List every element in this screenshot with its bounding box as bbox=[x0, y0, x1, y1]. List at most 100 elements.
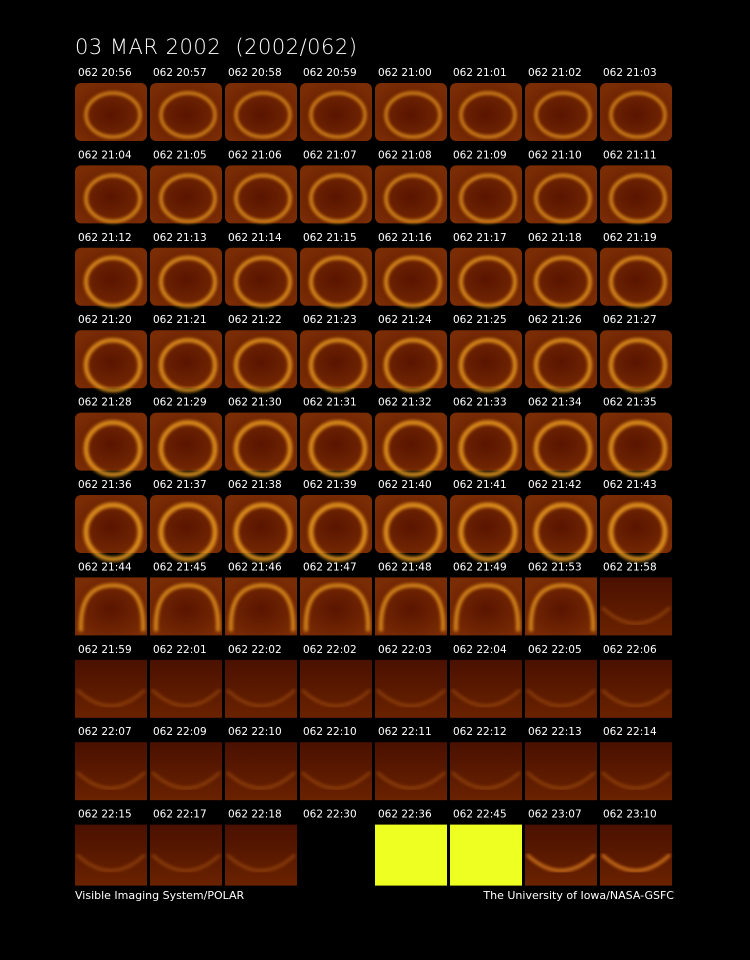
oval bbox=[75, 771, 147, 790]
aurora-image bbox=[225, 330, 297, 393]
timestamp: 062 21:16 bbox=[378, 232, 432, 244]
timestamp: 062 21:30 bbox=[228, 397, 282, 409]
oval bbox=[150, 771, 222, 790]
aurora-image bbox=[525, 742, 597, 801]
oval bbox=[533, 502, 593, 562]
timestamp: 062 21:23 bbox=[303, 314, 357, 326]
oval bbox=[459, 173, 517, 224]
oval bbox=[234, 255, 292, 308]
oval bbox=[459, 255, 517, 308]
aurora-image bbox=[75, 577, 147, 636]
timestamp: 062 21:01 bbox=[453, 67, 507, 79]
timestamp: 062 21:22 bbox=[228, 314, 282, 326]
aurora-image bbox=[600, 577, 672, 636]
oval bbox=[533, 420, 593, 477]
oval bbox=[459, 91, 517, 139]
oval bbox=[453, 583, 521, 632]
aurora-image bbox=[300, 165, 372, 224]
timestamp: 062 21:05 bbox=[153, 149, 207, 161]
oval bbox=[158, 420, 218, 477]
aurora-image bbox=[450, 412, 522, 477]
aurora-image bbox=[600, 742, 672, 801]
timestamp: 062 21:25 bbox=[453, 314, 507, 326]
timestamp: 062 21:06 bbox=[228, 149, 282, 161]
timestamp: 062 21:13 bbox=[153, 232, 207, 244]
timestamp: 062 21:07 bbox=[303, 149, 357, 161]
oval bbox=[608, 338, 668, 393]
image-frame bbox=[75, 742, 147, 801]
aurora-image bbox=[375, 412, 447, 477]
image-frame bbox=[600, 742, 672, 801]
timestamp: 062 22:10 bbox=[228, 726, 282, 738]
aurora-image bbox=[600, 824, 672, 886]
timestamp: 062 22:14 bbox=[603, 726, 657, 738]
timestamp: 062 23:10 bbox=[603, 809, 657, 821]
timestamp: 062 21:32 bbox=[378, 397, 432, 409]
aurora-image bbox=[525, 165, 597, 224]
aurora-image bbox=[525, 824, 597, 886]
aurora-image bbox=[300, 83, 372, 141]
timestamp: 062 21:39 bbox=[303, 479, 357, 491]
oval bbox=[233, 502, 293, 562]
image-frame bbox=[225, 742, 297, 801]
timestamp: 062 21:21 bbox=[153, 314, 207, 326]
oval bbox=[83, 502, 143, 562]
timestamp: 062 21:27 bbox=[603, 314, 657, 326]
oval bbox=[383, 502, 443, 562]
timestamp: 062 21:34 bbox=[528, 397, 582, 409]
oval bbox=[525, 853, 597, 873]
timestamp: 062 21:04 bbox=[78, 149, 132, 161]
timestamp: 062 22:45 bbox=[453, 809, 507, 821]
aurora-image bbox=[150, 247, 222, 308]
aurora-image bbox=[300, 659, 372, 718]
aurora-image bbox=[75, 83, 147, 141]
timestamp: 062 21:08 bbox=[378, 149, 432, 161]
aurora-image bbox=[300, 412, 372, 477]
aurora-image bbox=[600, 165, 672, 224]
oval bbox=[384, 173, 442, 224]
aurora-image bbox=[150, 742, 222, 801]
aurora-image bbox=[75, 742, 147, 801]
aurora-image bbox=[75, 165, 147, 224]
oval bbox=[534, 91, 592, 139]
aurora-image bbox=[375, 495, 447, 562]
title: 03 MAR 2002 (2002/062) bbox=[75, 35, 357, 59]
timestamp: 062 21:09 bbox=[453, 149, 507, 161]
aurora-image bbox=[225, 824, 297, 886]
timestamp: 062 22:13 bbox=[528, 726, 582, 738]
oval bbox=[383, 420, 443, 477]
aurora-image bbox=[525, 83, 597, 141]
image-frame bbox=[375, 659, 447, 718]
image-frame bbox=[150, 659, 222, 718]
aurora-image bbox=[150, 412, 222, 477]
timestamp: 062 21:24 bbox=[378, 314, 432, 326]
oval bbox=[78, 583, 146, 632]
image-frame bbox=[600, 577, 672, 636]
oval bbox=[75, 688, 147, 708]
timestamp: 062 21:18 bbox=[528, 232, 582, 244]
oval bbox=[534, 173, 592, 224]
oval bbox=[600, 606, 672, 625]
oval bbox=[300, 771, 372, 790]
image-frame bbox=[600, 824, 672, 886]
oval bbox=[303, 583, 371, 632]
image-frame bbox=[375, 742, 447, 801]
oval bbox=[150, 853, 222, 873]
oval bbox=[159, 255, 217, 308]
aurora-image bbox=[375, 247, 447, 308]
aurora-image bbox=[225, 412, 297, 477]
timestamp: 062 20:56 bbox=[78, 67, 132, 79]
timestamp: 062 22:04 bbox=[453, 644, 507, 656]
timestamp: 062 21:48 bbox=[378, 561, 432, 573]
aurora-image bbox=[525, 577, 597, 636]
oval bbox=[159, 173, 217, 224]
oval bbox=[458, 338, 518, 393]
aurora-image bbox=[300, 330, 372, 393]
oval bbox=[378, 583, 446, 632]
aurora-image bbox=[300, 247, 372, 308]
aurora-image bbox=[375, 577, 447, 636]
timestamp: 062 22:03 bbox=[378, 644, 432, 656]
aurora-image bbox=[75, 247, 147, 308]
oval bbox=[225, 771, 297, 790]
